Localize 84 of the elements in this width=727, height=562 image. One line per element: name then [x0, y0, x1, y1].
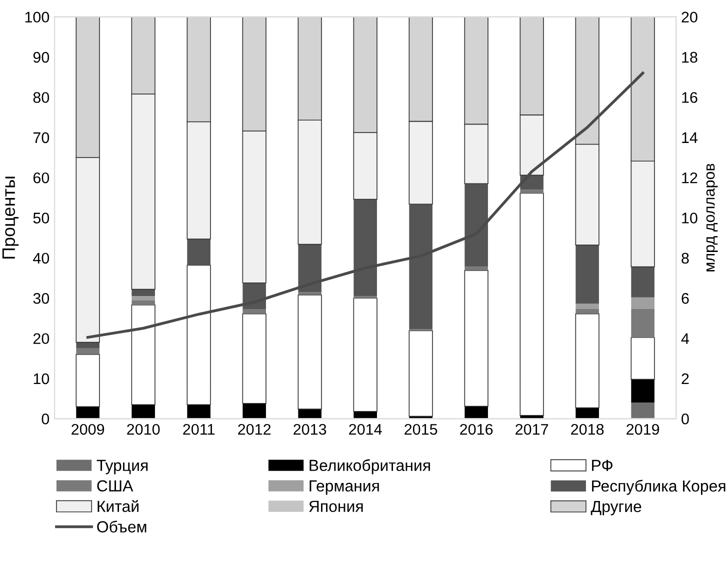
x-tick-label: 2016 [460, 424, 493, 435]
y2-tick-label: 4 [681, 333, 690, 344]
y-tick-label: 60 [33, 172, 50, 184]
bar [354, 199, 377, 296]
bar [76, 342, 100, 348]
y2-tick-label: 6 [682, 293, 689, 304]
bar [464, 266, 488, 270]
y-tick-label: 50 [33, 212, 50, 224]
bar [186, 264, 211, 406]
bar [631, 266, 654, 298]
bar [464, 270, 488, 407]
y2-tick-label: 16 [682, 92, 698, 103]
line-series [86, 72, 644, 339]
bar [187, 404, 210, 419]
bar [630, 337, 655, 380]
bar [242, 308, 266, 314]
x-tick-label: 2013 [294, 424, 326, 435]
legend-label: Япония [309, 500, 363, 512]
y2-tick-label: 20 [682, 12, 698, 23]
bar [576, 304, 599, 309]
legend-label: Великобритания [310, 459, 430, 474]
x-tick-label: 2009 [72, 424, 104, 435]
y-tick-label: 80 [33, 92, 50, 103]
bar [353, 298, 378, 412]
x-tick-label: 2018 [571, 424, 604, 435]
x-tick-label: 2019 [626, 424, 660, 435]
bar [242, 403, 266, 419]
x-tick-label: 2015 [404, 424, 438, 435]
y2-tick-label: 14 [682, 132, 698, 143]
bar [76, 406, 100, 419]
y-tick-label: 40 [33, 252, 50, 264]
y-tick-label: 70 [33, 132, 50, 144]
y2-tick-label: 18 [682, 52, 698, 63]
bar [76, 348, 100, 354]
legend-label: РФ [592, 460, 612, 471]
bar [132, 296, 155, 300]
y2-tick-label: 8 [682, 252, 689, 264]
legend-label: Германия [310, 480, 379, 495]
y2-tick-label: 0 [682, 414, 689, 424]
bar [131, 304, 156, 406]
x-tick-label: 2010 [127, 424, 160, 435]
y2-tick-label: 12 [682, 172, 698, 184]
bar [631, 402, 654, 419]
bar [242, 313, 266, 404]
bar [631, 297, 654, 309]
legend-label: Объем [97, 520, 146, 532]
bar [187, 239, 210, 266]
bar [464, 184, 488, 267]
bar [576, 308, 599, 314]
bar [576, 245, 599, 304]
bar [408, 330, 433, 417]
bar [76, 354, 100, 408]
bar [520, 192, 544, 416]
y-tick-label: 20 [33, 333, 50, 344]
legend-label: США [97, 480, 134, 492]
bar [520, 190, 544, 194]
bar [298, 294, 322, 410]
x-tick-label: 2014 [349, 424, 382, 435]
bar [631, 308, 654, 338]
bar [575, 313, 600, 408]
bar [132, 289, 155, 296]
legend-label: Республика Корея [592, 480, 726, 495]
y-tick-label: 0 [42, 414, 50, 424]
bar [298, 292, 322, 295]
y2-tick-label: 2 [682, 373, 689, 384]
legend-label: Китай [98, 500, 138, 512]
legend-label: Турция [96, 460, 148, 474]
bar [132, 404, 155, 419]
legend-label: Другие [590, 501, 642, 516]
x-tick-label: 2012 [238, 424, 271, 435]
x-tick-label: 2011 [183, 424, 215, 435]
y-tick-label: 100 [25, 12, 50, 23]
bar [631, 379, 654, 403]
bar [132, 300, 155, 305]
y-tick-label: 90 [33, 52, 50, 63]
x-tick-label: 2017 [516, 424, 548, 435]
bar [409, 204, 432, 330]
y-tick-label: 30 [33, 293, 50, 304]
y2-tick-label: 10 [682, 212, 698, 224]
y-axis-title: Проценты [2, 176, 19, 259]
y-tick-label: 10 [34, 373, 50, 384]
y2-axis-title: млрд долларов [706, 164, 718, 272]
bar [464, 406, 488, 419]
bar [298, 244, 322, 292]
